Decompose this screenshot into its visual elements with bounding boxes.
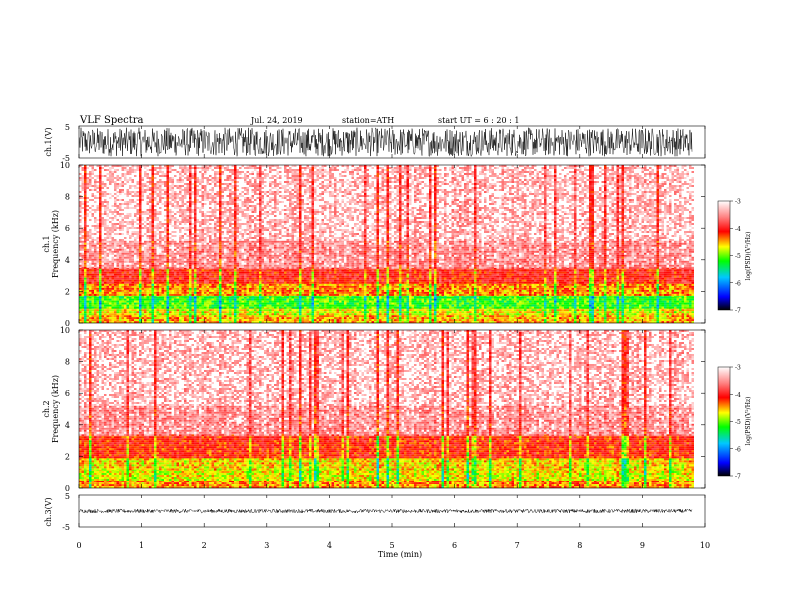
time-tick-label: 9 xyxy=(640,541,645,550)
ch1-spec-ytick-label: 8 xyxy=(65,193,70,202)
ch2-spec-ytick-label: 8 xyxy=(65,358,70,367)
ch1-spec-ytick-label: 0 xyxy=(65,319,70,328)
ch1-colorbar-tick-label: -4 xyxy=(735,226,741,233)
time-tick-label: 3 xyxy=(264,541,269,550)
ch1-spec-band-6 xyxy=(79,165,694,241)
ch2-colorbar-label: log(PSD)(V²/Hz) xyxy=(745,397,752,446)
time-tick-label: 10 xyxy=(700,541,710,550)
ch1-colorbar-label: log(PSD)(V²/Hz) xyxy=(745,232,752,281)
date-label: Jul. 24, 2019 xyxy=(250,116,303,125)
ch1-spec-band-3 xyxy=(79,281,694,296)
start-time-label: start UT = 6 : 20 : 1 xyxy=(438,116,519,125)
time-tick-label: 6 xyxy=(452,541,457,550)
ch1-spec-ytick-label: 2 xyxy=(65,287,70,296)
ch2-spec-ytick-label: 0 xyxy=(65,484,70,493)
time-tick-label: 4 xyxy=(327,541,332,550)
ch3-ylabel: ch.3(V) xyxy=(44,497,53,526)
time-tick-label: 7 xyxy=(515,541,520,550)
ch1-waveform-trace xyxy=(79,127,693,157)
ch1-colorbar-tick-label: -5 xyxy=(735,253,741,260)
ch1-ytick-top: 5 xyxy=(65,123,70,132)
ch1-colorbar: -3 -4 -5 -6 -7 log(PSD)(V²/Hz) xyxy=(717,199,752,315)
ch2-spec-ytick-label: 4 xyxy=(65,421,70,430)
ch2-colorbar: -3 -4 -5 -6 -7 log(PSD)(V²/Hz) xyxy=(717,365,752,481)
ch2-colorbar-tick-label: -5 xyxy=(735,419,741,426)
ch1-spec-band-5 xyxy=(79,240,694,269)
ch2-colorbar-tick-label: -3 xyxy=(735,365,741,372)
ch2-spec-band-5 xyxy=(79,330,694,406)
ch1-colorbar-tick-label: -3 xyxy=(735,199,741,206)
ch2-spec-band-3 xyxy=(79,434,694,459)
ch1-spec-ytick-label: 10 xyxy=(60,161,70,170)
ch2-spec-band-0 xyxy=(79,480,694,489)
ch1-colorbar-tick-label: -6 xyxy=(735,280,741,287)
ch2-spec-band-2 xyxy=(79,456,694,471)
ch3-waveform-trace xyxy=(79,508,693,514)
ch1-spec-channel: ch.1 xyxy=(42,235,51,252)
ch1-spec-ylabel: Frequency (kHz) xyxy=(51,210,60,278)
ch2-spec-band-1 xyxy=(79,469,694,481)
time-tick-label: 0 xyxy=(76,541,81,550)
ch3-ytick-top: 5 xyxy=(65,492,70,501)
time-tick-label: 2 xyxy=(202,541,207,550)
ch2-spec-ytick-label: 10 xyxy=(60,326,70,335)
ch1-spec-band-0 xyxy=(79,315,694,324)
time-axis-label: Time (min) xyxy=(378,550,422,559)
station-label: station=ATH xyxy=(342,116,394,125)
ch1-colorbar-tick-label: -7 xyxy=(735,308,741,315)
ch2-colorbar-tick-label: -4 xyxy=(735,392,741,399)
ch2-spec-band-4 xyxy=(79,405,694,436)
ch2-spectrogram-panel: 0 2 4 6 8 10 ch.2 Frequency (kHz) xyxy=(42,326,706,493)
figure-title: VLF Spectra xyxy=(79,115,144,126)
ch1-spectrogram-panel: 0 2 4 6 8 10 ch.1 Frequency (kHz) xyxy=(42,161,706,328)
ch1-waveform-panel: 5 -5 ch.1(V) xyxy=(44,123,706,163)
ch1-spec-ytick-label: 4 xyxy=(65,256,70,265)
time-tick-label: 8 xyxy=(577,541,582,550)
ch1-spec-band-2 xyxy=(79,294,694,309)
ch2-spec-ytick-label: 6 xyxy=(65,389,70,398)
ch2-spec-ylabel: Frequency (kHz) xyxy=(51,375,60,443)
ch2-spec-ytick-label: 2 xyxy=(65,452,70,461)
ch1-ylabel: ch.1(V) xyxy=(44,127,53,156)
ch1-spec-ytick-label: 6 xyxy=(65,224,70,233)
ch1-spec-band-4 xyxy=(79,267,694,284)
ch3-waveform-panel: 5 -5 ch.3(V) xyxy=(44,492,706,532)
time-tick-label: 1 xyxy=(139,541,144,550)
ch3-ytick-bottom: -5 xyxy=(62,523,70,532)
ch2-spec-channel: ch.2 xyxy=(42,400,51,417)
ch1-ytick-bottom: -5 xyxy=(62,154,70,163)
time-axis: 0 1 2 3 4 5 6 7 8 9 10 Time (min) xyxy=(76,126,710,559)
time-tick-label: 5 xyxy=(389,541,394,550)
ch2-colorbar-tick-label: -6 xyxy=(735,446,741,453)
ch2-colorbar-tick-label: -7 xyxy=(735,474,741,481)
